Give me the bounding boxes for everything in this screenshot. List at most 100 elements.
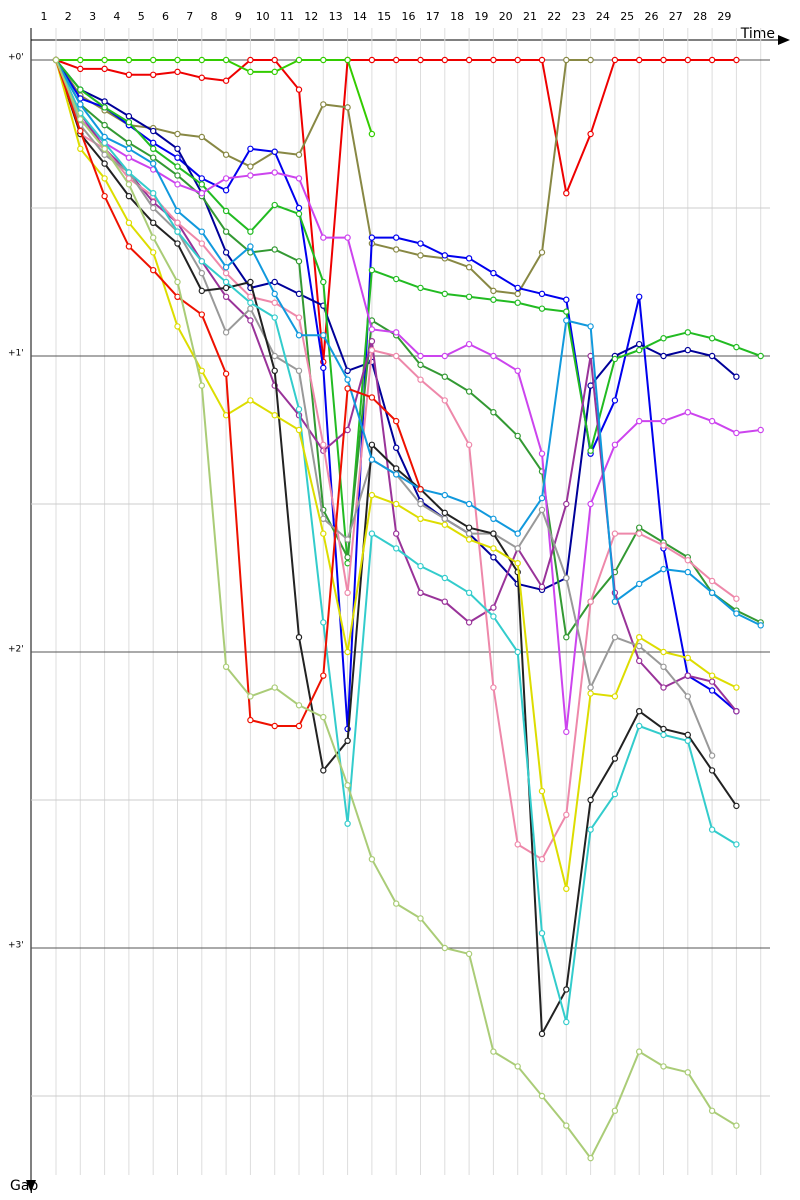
data-point (733, 373, 740, 380)
series-line (55, 59, 422, 727)
data-point (393, 417, 400, 425)
data-point (77, 101, 84, 108)
data-point (271, 68, 278, 76)
x-tick-label: 14 (353, 10, 367, 23)
data-point (757, 622, 764, 629)
data-point (271, 299, 278, 306)
data-point (101, 192, 108, 200)
data-point (368, 266, 376, 274)
data-point (684, 346, 692, 354)
data-point (222, 284, 230, 292)
data-point (271, 56, 278, 64)
x-tick-label: 10 (256, 10, 270, 23)
data-point (611, 634, 619, 641)
data-point (514, 560, 521, 567)
data-point (417, 589, 424, 597)
data-point (733, 595, 740, 602)
data-point (611, 56, 619, 64)
data-point (125, 175, 133, 182)
data-point (393, 545, 400, 552)
data-point (684, 693, 692, 700)
data-point (101, 98, 108, 105)
data-point (295, 175, 303, 182)
data-point (563, 634, 570, 641)
data-point (465, 524, 473, 531)
data-point (441, 944, 448, 952)
data-point (368, 394, 376, 401)
series-line (55, 59, 762, 639)
data-point (222, 228, 230, 235)
data-point (198, 56, 205, 64)
data-point (198, 228, 205, 235)
data-point (441, 397, 448, 404)
data-point (198, 189, 205, 197)
data-point (247, 305, 254, 312)
data-point (490, 409, 497, 416)
data-point (77, 115, 84, 123)
data-point (587, 690, 594, 697)
data-point (101, 56, 108, 64)
data-point (149, 139, 157, 147)
data-point (417, 515, 424, 523)
data-point (393, 352, 400, 360)
data-point (538, 1092, 546, 1100)
data-point (636, 1048, 643, 1055)
data-point (465, 388, 473, 395)
data-point (538, 450, 546, 457)
data-point (271, 246, 278, 253)
data-point (587, 826, 594, 833)
data-point (344, 385, 351, 392)
data-point (222, 207, 230, 215)
data-point (393, 500, 400, 508)
data-point (587, 447, 594, 454)
data-point (563, 296, 570, 303)
data-point (684, 568, 692, 576)
data-point (198, 133, 205, 141)
data-point (320, 515, 327, 523)
data-point (295, 151, 303, 158)
data-point (271, 367, 278, 374)
data-point (587, 796, 594, 804)
data-point (198, 269, 205, 277)
data-point (247, 299, 254, 306)
data-point (563, 189, 570, 197)
x-tick-label: 25 (620, 10, 634, 23)
data-point (174, 207, 181, 215)
data-point (733, 610, 740, 617)
data-point (247, 716, 254, 724)
data-point (320, 332, 327, 339)
data-point (611, 598, 619, 605)
data-point (490, 269, 497, 277)
data-point (101, 175, 108, 182)
data-point (636, 708, 643, 715)
data-point (636, 293, 643, 300)
data-point (417, 352, 424, 360)
data-point (149, 198, 157, 206)
data-point (587, 130, 594, 138)
x-tick-label: 24 (596, 10, 610, 23)
data-point (198, 311, 205, 318)
data-point (538, 305, 546, 312)
data-point (271, 684, 278, 691)
data-point (125, 181, 133, 188)
data-point (174, 181, 181, 188)
data-point (417, 500, 424, 508)
data-point (684, 56, 692, 64)
data-point (320, 530, 327, 537)
data-point (441, 521, 448, 528)
data-point (514, 545, 521, 552)
data-point (514, 299, 521, 306)
data-point (344, 536, 351, 543)
data-point (684, 672, 692, 679)
data-point (149, 71, 157, 79)
data-point (149, 127, 157, 135)
data-point (125, 71, 133, 79)
data-point (417, 284, 424, 292)
data-point (611, 441, 619, 448)
data-point (393, 246, 400, 253)
data-point (368, 530, 376, 537)
data-point (441, 373, 448, 380)
data-point (271, 412, 278, 419)
data-point (684, 329, 692, 336)
